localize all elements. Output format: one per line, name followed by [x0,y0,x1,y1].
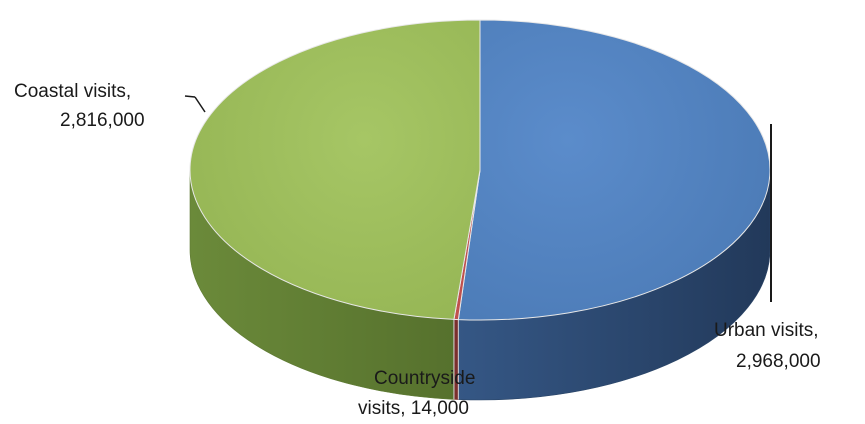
leader-line-coastal [194,96,206,113]
pie-slice-urban [457,19,771,321]
label-countryside-line2: visits, 14,000 [358,398,469,419]
leader-line-coastal-top [184,95,196,98]
label-urban-line1: Urban visits, [714,320,819,341]
label-coastal-line2: 2,816,000 [60,110,145,131]
label-countryside-line1: Countryside [374,368,475,389]
label-urban-line2: 2,968,000 [736,351,821,372]
label-coastal-line1: Coastal visits, [14,81,131,102]
pie-slice-coastal [189,19,481,320]
